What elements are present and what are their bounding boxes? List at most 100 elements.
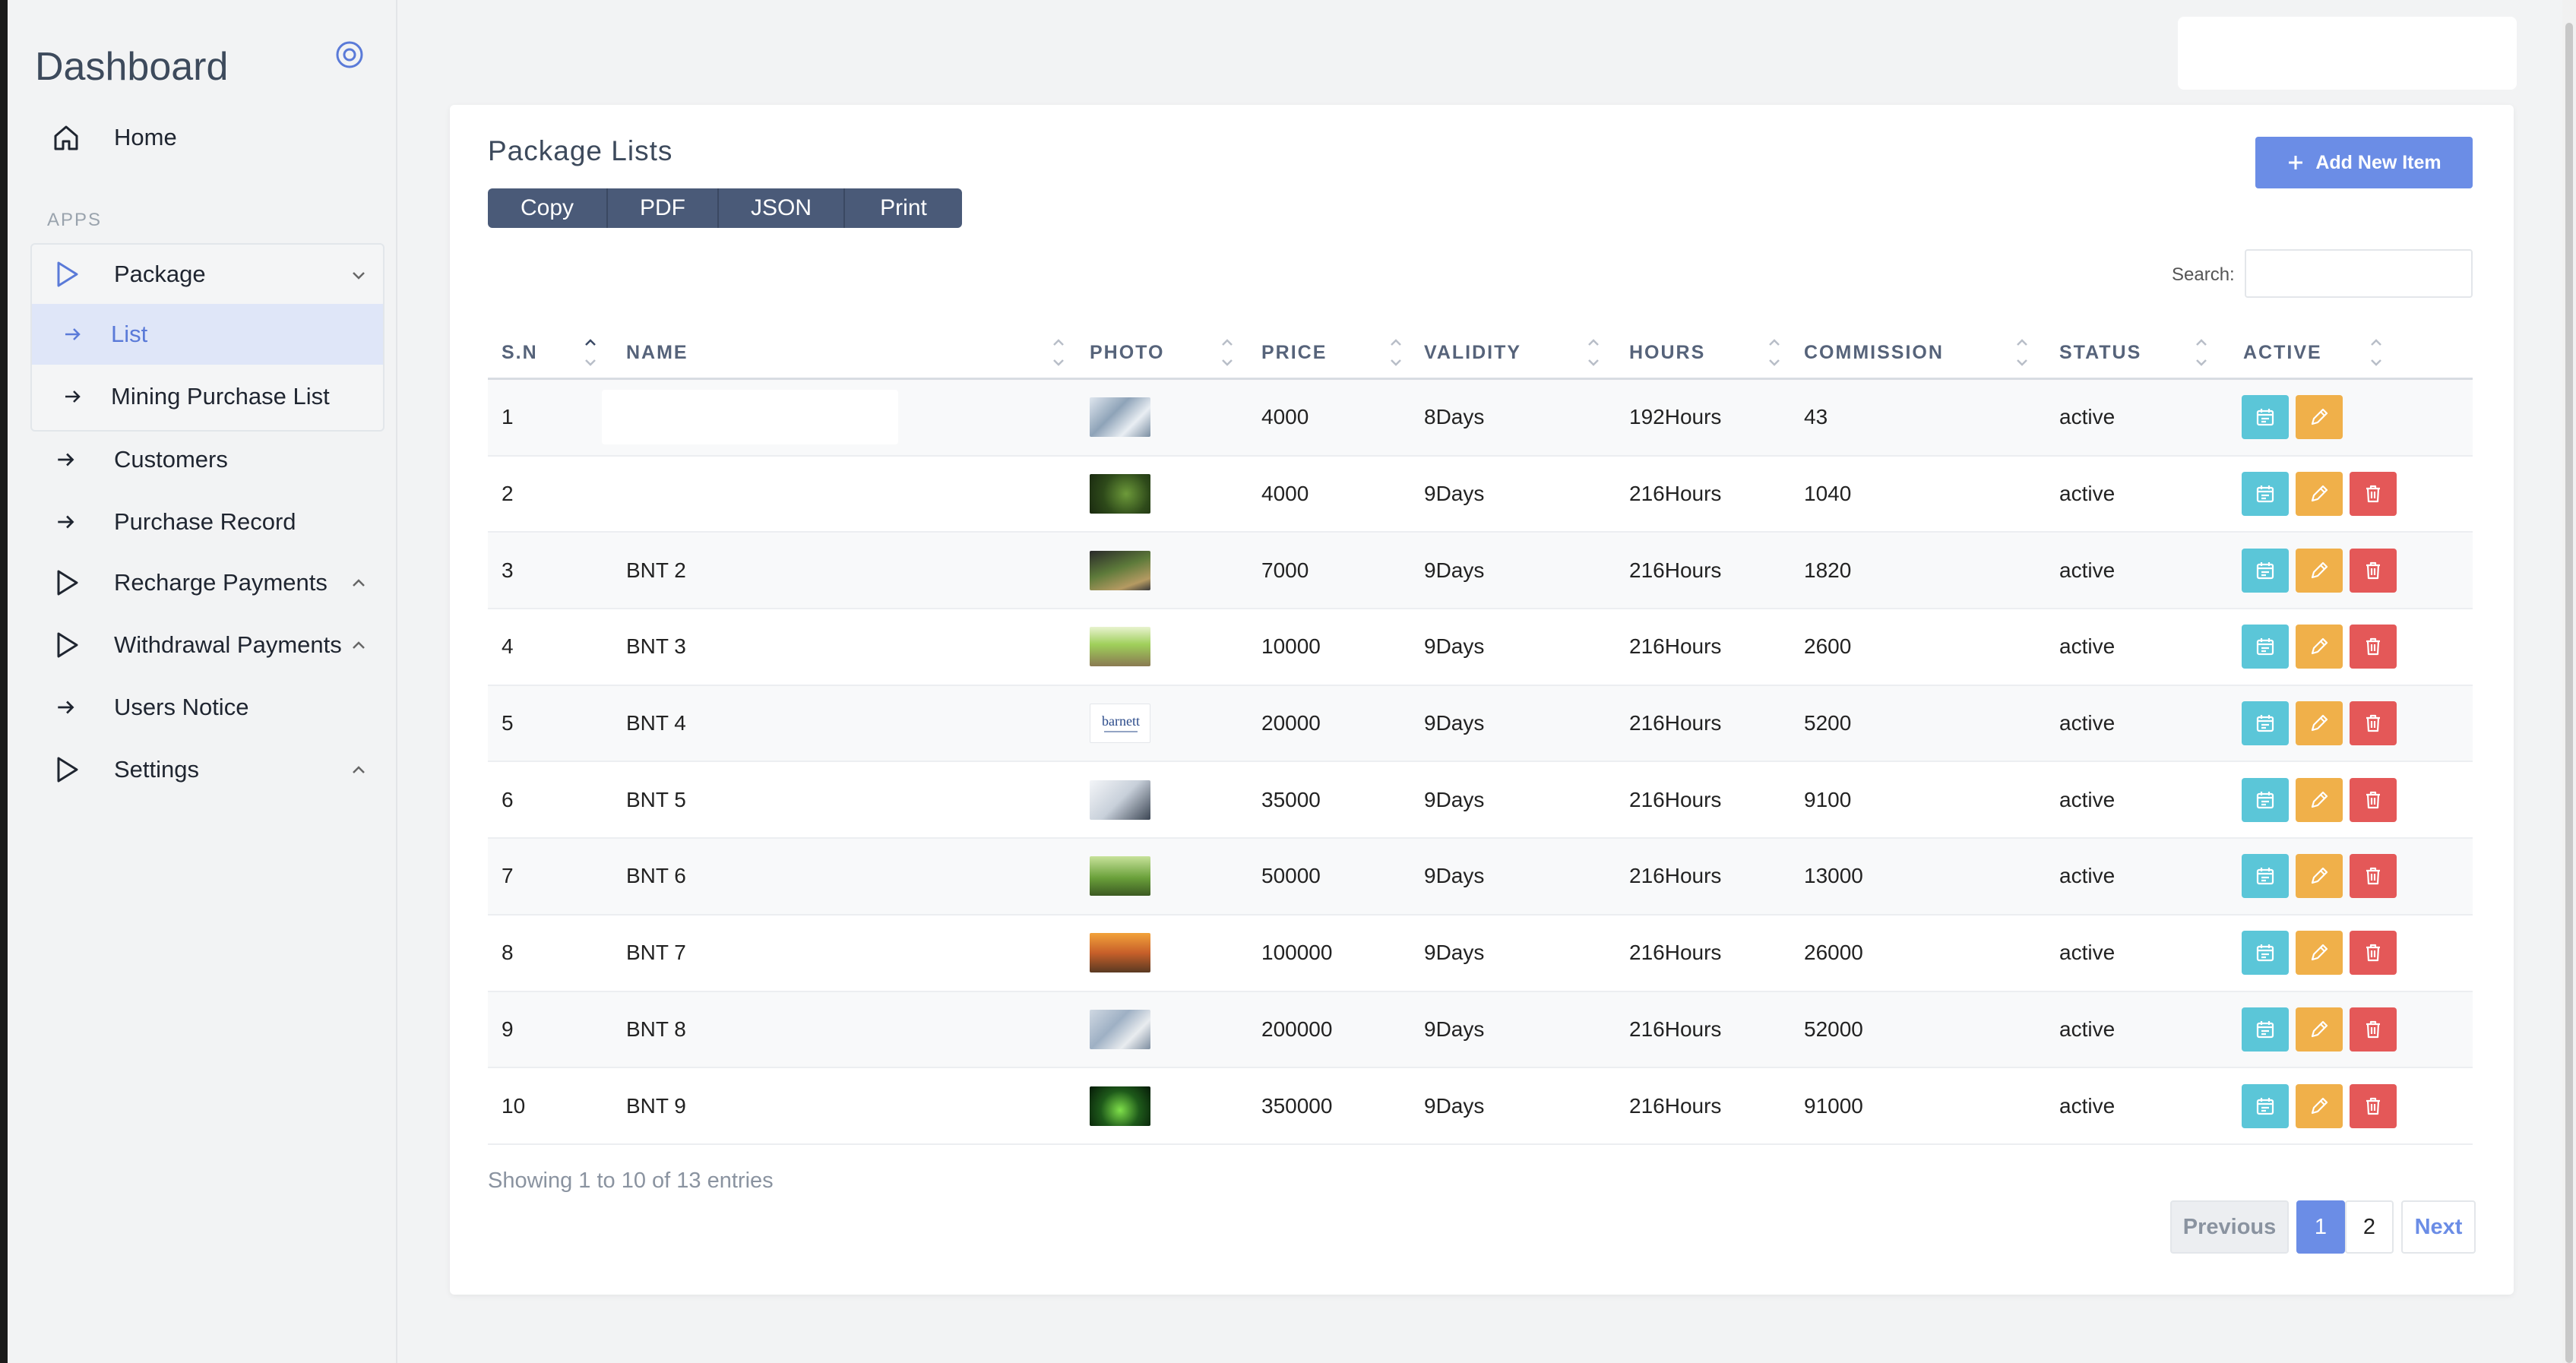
sort-icon[interactable] — [2195, 336, 2208, 369]
cell-actions — [2242, 686, 2404, 761]
schedule-button[interactable] — [2242, 854, 2289, 899]
green-plant-photo — [1090, 856, 1150, 897]
edit-button[interactable] — [2296, 548, 2343, 593]
column-header-active[interactable]: ACTIVE — [2243, 341, 2322, 363]
cell-actions — [2242, 992, 2404, 1067]
delete-button[interactable] — [2350, 625, 2397, 669]
schedule-button[interactable] — [2242, 395, 2289, 440]
previous-page-button[interactable]: Previous — [2170, 1200, 2289, 1254]
column-header-name[interactable]: NAME — [626, 341, 688, 363]
cell-commission: 52000 — [1804, 1017, 1863, 1041]
search-label: Search: — [2172, 264, 2235, 285]
cell-photo — [1090, 839, 1150, 914]
cell-hours: 216Hours — [1629, 482, 1722, 506]
cell-sn: 2 — [502, 482, 514, 506]
delete-button[interactable] — [2350, 472, 2397, 517]
copy-button[interactable]: Copy — [488, 188, 608, 228]
schedule-button[interactable] — [2242, 548, 2289, 593]
cell-photo: barnett — [1090, 686, 1150, 761]
print-button[interactable]: Print — [845, 188, 962, 228]
delete-button[interactable] — [2350, 548, 2397, 593]
sort-icon[interactable] — [1220, 336, 1234, 369]
cell-status: active — [2059, 482, 2116, 506]
schedule-button[interactable] — [2242, 931, 2289, 976]
sidebar-item-list[interactable]: List — [32, 304, 383, 365]
sort-icon[interactable] — [1052, 336, 1065, 369]
schedule-button[interactable] — [2242, 625, 2289, 669]
next-page-button[interactable]: Next — [2401, 1200, 2476, 1254]
trash-icon — [2366, 1097, 2380, 1115]
json-button[interactable]: JSON — [719, 188, 845, 228]
column-header-commission[interactable]: COMMISSION — [1804, 341, 1944, 363]
sidebar-item-purchase-record[interactable]: Purchase Record — [30, 491, 385, 553]
delete-button[interactable] — [2350, 701, 2397, 746]
edit-button[interactable] — [2296, 931, 2343, 976]
delete-button[interactable] — [2350, 854, 2397, 899]
sidebar-item-mining-purchase-list[interactable]: Mining Purchase List — [32, 366, 383, 427]
calendar-icon — [2256, 868, 2274, 885]
sort-icon[interactable] — [584, 336, 597, 369]
cell-photo — [1090, 916, 1150, 991]
sidebar-item-withdrawal-payments[interactable]: Withdrawal Payments — [30, 614, 385, 676]
edit-button[interactable] — [2296, 854, 2343, 899]
cell-name: BNT 7 — [626, 941, 686, 965]
add-new-item-button[interactable]: Add New Item — [2255, 137, 2473, 188]
sidebar-item-users-notice[interactable]: Users Notice — [30, 676, 385, 738]
schedule-button[interactable] — [2242, 472, 2289, 517]
page-2-button[interactable]: 2 — [2345, 1200, 2394, 1254]
pdf-button[interactable]: PDF — [608, 188, 719, 228]
cell-photo — [1090, 1068, 1150, 1143]
column-header-hours[interactable]: HOURS — [1629, 341, 1706, 363]
edit-button[interactable] — [2296, 777, 2343, 822]
sort-icon[interactable] — [1587, 336, 1600, 369]
edit-button[interactable] — [2296, 701, 2343, 746]
sidebar-item-customers[interactable]: Customers — [30, 429, 385, 491]
cell-commission: 2600 — [1804, 634, 1852, 659]
table-row: 4 BNT 3 10000 9Days 216Hours 2600 active — [488, 609, 2473, 686]
sidebar-item-settings[interactable]: Settings — [30, 738, 385, 801]
column-header-price[interactable]: PRICE — [1261, 341, 1328, 363]
table-row: 6 BNT 5 35000 9Days 216Hours 9100 active — [488, 762, 2473, 840]
delete-button[interactable] — [2350, 931, 2397, 976]
column-header-sn[interactable]: S.N — [502, 341, 538, 363]
column-header-validity[interactable]: VALIDITY — [1424, 341, 1522, 363]
section-label: APPS — [47, 210, 103, 230]
scrollbar-thumb[interactable] — [2565, 23, 2573, 1363]
schedule-button[interactable] — [2242, 1083, 2289, 1128]
coins-plant-photo — [1090, 550, 1150, 590]
edit-button[interactable] — [2296, 625, 2343, 669]
schedule-button[interactable] — [2242, 701, 2289, 746]
table-row: 1 4000 8Days 192Hours 43 active — [488, 380, 2473, 457]
cell-status: active — [2059, 711, 2116, 735]
package-list-card: Package Lists Add New Item Copy PDF JSON… — [450, 105, 2514, 1295]
delete-button[interactable] — [2350, 1007, 2397, 1052]
trash-icon — [2366, 714, 2380, 732]
delete-button[interactable] — [2350, 1083, 2397, 1128]
column-header-photo[interactable]: PHOTO — [1090, 341, 1165, 363]
sidebar-item-package[interactable]: Package — [30, 243, 385, 305]
edit-button[interactable] — [2296, 1083, 2343, 1128]
page-scrollbar[interactable] — [2562, 0, 2576, 1363]
sort-icon[interactable] — [1389, 336, 1403, 369]
sidebar-item-label: Package — [114, 261, 206, 287]
edit-button[interactable] — [2296, 472, 2343, 517]
sort-icon[interactable] — [2015, 336, 2029, 369]
edit-button[interactable] — [2296, 395, 2343, 440]
search-input[interactable] — [2245, 249, 2473, 298]
cell-photo — [1090, 992, 1150, 1067]
cell-commission: 91000 — [1804, 1093, 1863, 1118]
schedule-button[interactable] — [2242, 777, 2289, 822]
sort-icon[interactable] — [2369, 336, 2383, 369]
money-photo — [1090, 1009, 1150, 1049]
schedule-button[interactable] — [2242, 1007, 2289, 1052]
cell-photo — [1090, 609, 1150, 685]
sidebar-item-home[interactable]: Home — [30, 106, 385, 169]
page-1-button[interactable]: 1 — [2296, 1200, 2345, 1254]
sidebar-item-recharge-payments[interactable]: Recharge Payments — [30, 552, 385, 614]
edit-button[interactable] — [2296, 1007, 2343, 1052]
column-header-status[interactable]: STATUS — [2059, 341, 2142, 363]
delete-button[interactable] — [2350, 777, 2397, 822]
sidebar-toggle-icon[interactable] — [334, 40, 365, 70]
sort-icon[interactable] — [1767, 336, 1781, 369]
export-buttons: Copy PDF JSON Print — [488, 188, 962, 228]
